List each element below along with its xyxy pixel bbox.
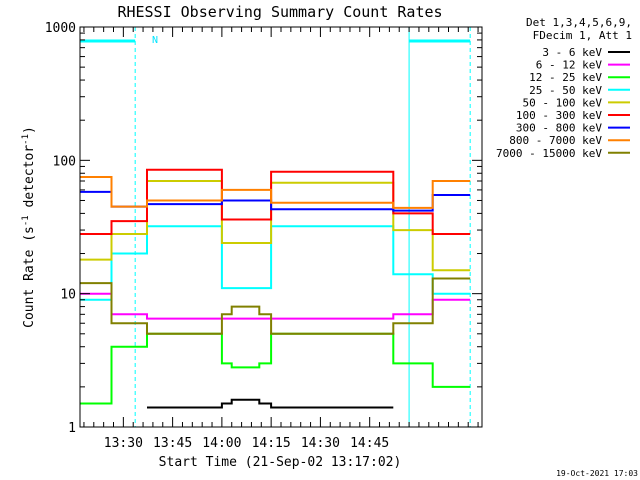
series-line-1 [80,292,471,320]
footer-date: 19-Oct-2021 17:03 [556,469,638,478]
y-tick-label-1: 10 [60,288,76,303]
legend-header-line-1: Det 1,3,4,5,6,9, [526,16,632,29]
legend-label-0: 3 - 6 keV [542,46,602,59]
y-axis: 1 10 100 1000 [45,21,482,436]
legend-label-3: 25 - 50 keV [529,84,602,97]
y-tick-label-2: 100 [53,154,76,169]
series-line-3 [80,225,471,301]
x-tick-label-4: 14:30 [301,436,340,451]
legend-label-4: 50 - 100 keV [523,96,603,109]
x-tick-label-0: 13:30 [104,436,143,451]
x-axis: 13:30 13:45 14:00 14:15 14:30 14:45 [83,27,479,451]
x-tick-label-1: 13:45 [153,436,192,451]
legend-label-2: 12 - 25 keV [529,71,602,84]
x-tick-label-5: 14:45 [350,436,389,451]
x-tick-label-2: 14:00 [202,436,241,451]
legend-label-5: 100 - 300 keV [516,109,602,122]
legend-label-7: 800 - 7000 keV [509,134,602,147]
legend-label-6: 300 - 800 keV [516,122,602,135]
series-line-0 [147,398,394,409]
x-tick-label-3: 14:15 [252,436,291,451]
chart-title: RHESSI Observing Summary Count Rates [117,3,442,21]
x-axis-label: Start Time (21-Sep-02 13:17:02) [159,455,402,470]
y-tick-label-3: 1000 [45,21,76,36]
series-line-2 [80,332,471,405]
y-tick-label-0: 1 [68,421,76,436]
legend-label-8: 7000 - 15000 keV [496,147,602,160]
series-lines [80,168,471,409]
legend-header-line-2: FDecim 1, Att 1 [533,29,632,42]
series-line-8 [80,277,471,335]
flag-label: N [152,35,158,46]
legend-label-1: 6 - 12 keV [536,59,603,72]
series-line-5 [80,168,471,235]
y-axis-label: Count Rate (s-1 detector-1) [21,126,37,328]
series-line-7 [80,176,471,209]
series-line-4 [80,180,471,272]
